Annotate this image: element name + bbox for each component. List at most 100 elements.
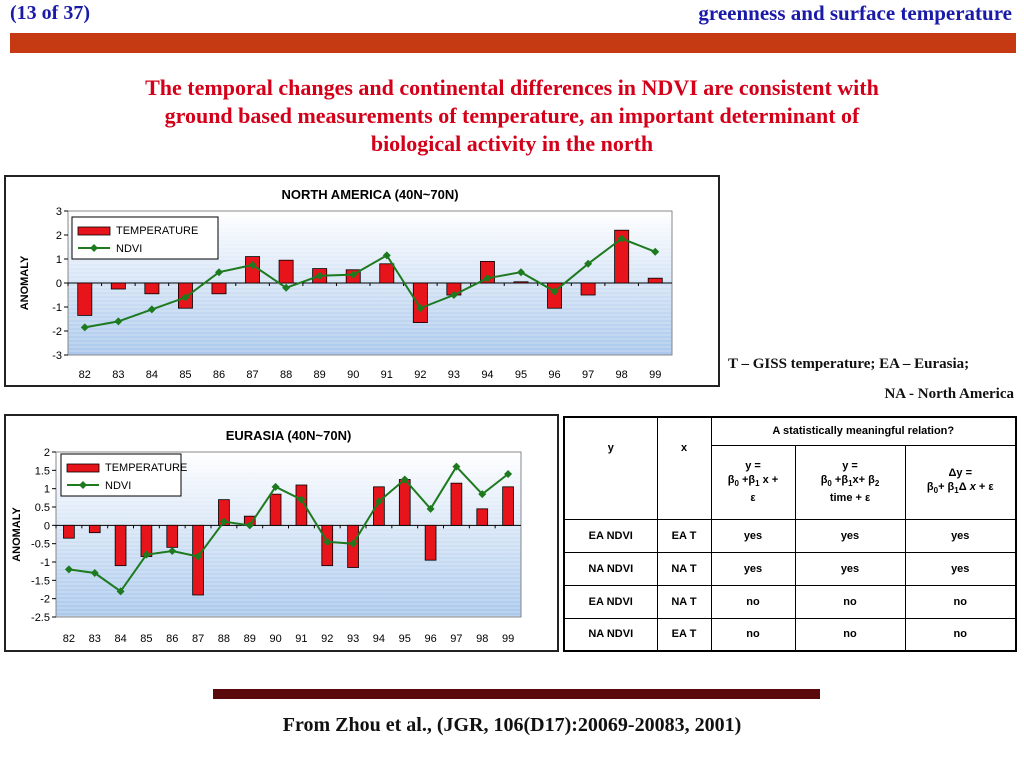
temperature-bar bbox=[379, 263, 395, 284]
ndvi-point bbox=[349, 270, 358, 279]
model-2-header: y = β0 +β1x+ β2 time + ε bbox=[794, 444, 906, 520]
ndvi-point bbox=[181, 293, 190, 302]
ndvi-point bbox=[248, 261, 257, 269]
ndvi-point bbox=[617, 234, 626, 243]
temperature-bar bbox=[398, 479, 411, 526]
y-tick-label: 1 bbox=[56, 254, 62, 266]
note-line-2: NA - North America bbox=[884, 386, 1014, 402]
temperature-bar bbox=[278, 259, 294, 284]
x-tick-label: 85 bbox=[179, 369, 191, 381]
north-america-chart-svg: NORTH AMERICA (40N~70N) ANOMALY 3 2 1 0 -1 -2 -3… bbox=[19, 187, 673, 381]
y-tick-label: 1.5 bbox=[35, 465, 50, 477]
temperature-bar bbox=[245, 256, 261, 284]
y-tick-label: -1.5 bbox=[31, 575, 50, 587]
x-tick-label: 83 bbox=[89, 633, 101, 645]
ndvi-point bbox=[245, 521, 254, 530]
y-tick-label: -1 bbox=[40, 557, 50, 569]
legend-ndvi-marker bbox=[79, 481, 87, 489]
row-x-cell: EA T bbox=[656, 617, 712, 652]
temperature-bar bbox=[450, 482, 463, 526]
x-tick-label: 86 bbox=[213, 369, 225, 381]
model-1-cell: no bbox=[710, 584, 796, 619]
x-tick-label: 91 bbox=[295, 633, 307, 645]
row-x-cell: EA T bbox=[656, 518, 712, 553]
legend-temperature-swatch bbox=[77, 226, 111, 236]
temperature-bar bbox=[373, 486, 385, 526]
y-tick-label: -3 bbox=[52, 350, 62, 362]
y-tick-label: 0 bbox=[44, 520, 50, 532]
temperature-bar bbox=[412, 282, 428, 323]
model-3-header: Δy = β0+ β1Δ x + ε bbox=[904, 444, 1017, 520]
model-1-cell: no bbox=[710, 617, 796, 652]
ndvi-point bbox=[116, 587, 125, 596]
temperature-bar bbox=[424, 524, 437, 561]
x-tick-label: 96 bbox=[548, 369, 560, 381]
x-tick-label: 89 bbox=[244, 633, 256, 645]
x-tick-label: 90 bbox=[347, 369, 359, 381]
ndvi-point bbox=[382, 251, 391, 260]
column-header-x: x bbox=[656, 416, 712, 520]
citation: From Zhou et al., (JGR, 106(D17):20069-2… bbox=[282, 714, 742, 736]
legend-box bbox=[60, 453, 182, 497]
row-x-cell: NA T bbox=[656, 551, 712, 586]
y-tick-label: 2 bbox=[44, 447, 50, 459]
model-3-cell: yes bbox=[904, 518, 1017, 553]
temperature-bar bbox=[502, 486, 514, 526]
temperature-bar bbox=[77, 282, 93, 316]
y-axis-label: ANOMALY bbox=[11, 507, 23, 562]
x-tick-label: 83 bbox=[112, 369, 124, 381]
slide-heading: The temporal changes and continental dif… bbox=[20, 74, 1004, 158]
ndvi-point bbox=[271, 482, 280, 491]
x-tick-label: 84 bbox=[146, 369, 158, 381]
ndvi-point bbox=[504, 470, 513, 478]
y-tick-label: 0.5 bbox=[35, 502, 50, 514]
eurasia-chart-svg: EURASIA (40N~70N) ANOMALY 2 1.5 1 0.5 0 -0.5 -1 -… bbox=[11, 428, 522, 645]
model-1-header: y = β0 +β1 x + ε bbox=[710, 444, 796, 520]
x-tick-label: 82 bbox=[79, 369, 91, 381]
temperature-bar bbox=[211, 282, 227, 295]
x-tick-label: 88 bbox=[280, 369, 292, 381]
heading-line-1: The temporal changes and continental dif… bbox=[145, 75, 879, 100]
temperature-bar bbox=[114, 524, 127, 567]
x-tick-label: 91 bbox=[381, 369, 393, 381]
row-y-cell: EA NDVI bbox=[563, 584, 658, 619]
ndvi-point bbox=[449, 291, 458, 299]
legend-box bbox=[71, 216, 219, 260]
ndvi-point bbox=[452, 462, 461, 471]
group-header: A statistically meaningful relation? bbox=[710, 416, 1017, 446]
ndvi-point bbox=[517, 268, 525, 277]
model-3-cell: no bbox=[904, 617, 1017, 652]
y-tick-label: -0.5 bbox=[31, 539, 50, 551]
ndvi-point bbox=[584, 259, 593, 268]
y-tick-label: -1 bbox=[52, 302, 62, 314]
ndvi-point bbox=[315, 271, 324, 280]
column-header-y: y bbox=[563, 416, 658, 520]
ndvi-point bbox=[80, 323, 89, 332]
temperature-bar bbox=[580, 282, 596, 296]
legend-ndvi-label: NDVI bbox=[105, 480, 131, 492]
model-2-cell: no bbox=[794, 617, 906, 652]
x-tick-label: 87 bbox=[192, 633, 204, 645]
model-header-row: y = β0 +β1 x + ε y = β0 +β1x+ β2 time + ε Δy… bbox=[564, 444, 1017, 520]
temperature-bar bbox=[166, 524, 179, 548]
x-tick-label: 97 bbox=[582, 369, 594, 381]
row-y-cell: NA NDVI bbox=[563, 551, 658, 586]
y-tick-label: 1 bbox=[44, 484, 50, 496]
table-header-row: y x A statistically meaningful relation? bbox=[563, 416, 1017, 520]
heading-line-3: biological activity in the north bbox=[370, 131, 654, 156]
x-tick-label: 97 bbox=[450, 633, 462, 645]
heading-line-2: ground based measurements of temperature… bbox=[164, 103, 860, 128]
temperature-bar bbox=[110, 282, 126, 290]
row-y-cell: EA NDVI bbox=[563, 518, 658, 553]
row-x-cell: NA T bbox=[656, 584, 712, 619]
temperature-bar bbox=[513, 281, 529, 284]
x-tick-label: 92 bbox=[414, 369, 426, 381]
y-tick-label: -2 bbox=[52, 326, 62, 338]
ndvi-point bbox=[282, 283, 291, 292]
temperature-bar bbox=[88, 524, 101, 534]
row-y-cell: NA NDVI bbox=[563, 617, 658, 652]
x-tick-label: 93 bbox=[347, 633, 359, 645]
